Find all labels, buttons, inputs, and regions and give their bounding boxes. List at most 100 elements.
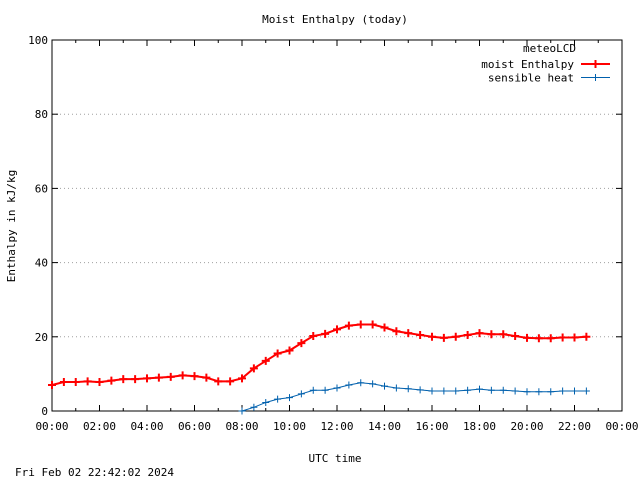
- y-tick-label: 0: [41, 405, 48, 418]
- data-point: [511, 387, 519, 395]
- legend-title: meteoLCD: [523, 42, 576, 55]
- chart-title: Moist Enthalpy (today): [262, 13, 408, 26]
- data-point: [166, 372, 175, 381]
- data-point: [380, 323, 389, 332]
- data-point: [273, 349, 282, 358]
- data-point: [309, 386, 317, 394]
- y-tick-label: 20: [35, 331, 48, 344]
- data-point: [559, 387, 567, 395]
- data-point: [499, 386, 507, 394]
- data-point: [369, 380, 377, 388]
- data-point: [107, 376, 116, 385]
- data-point: [83, 377, 92, 386]
- data-point: [428, 387, 436, 395]
- data-point: [511, 332, 520, 341]
- x-tick-label: 08:00: [225, 420, 258, 433]
- data-point: [178, 371, 187, 380]
- data-point: [59, 378, 68, 387]
- x-tick-label: 16:00: [415, 420, 448, 433]
- data-point: [297, 339, 306, 348]
- data-point: [475, 329, 484, 338]
- data-point: [131, 375, 140, 384]
- y-tick-label: 40: [35, 257, 48, 270]
- y-tick-label: 80: [35, 108, 48, 121]
- x-tick-label: 10:00: [273, 420, 306, 433]
- data-point: [558, 333, 567, 342]
- data-point: [487, 330, 496, 339]
- data-point: [523, 388, 531, 396]
- plot-border: [51, 39, 623, 412]
- x-tick-label: 14:00: [368, 420, 401, 433]
- data-point: [119, 375, 128, 384]
- data-point: [571, 387, 578, 395]
- data-point: [95, 378, 104, 387]
- data-point: [535, 388, 543, 396]
- data-point: [333, 325, 341, 334]
- y-axis-label: Enthalpy in kJ/kg: [5, 170, 18, 283]
- series-line: [241, 382, 587, 412]
- data-point: [440, 387, 448, 395]
- x-tick-label: 00:00: [35, 420, 68, 433]
- data-point: [476, 385, 483, 393]
- data-point: [202, 373, 211, 382]
- data-point: [238, 374, 246, 383]
- data-point: [523, 333, 531, 342]
- data-point: [451, 332, 460, 341]
- data-point: [321, 329, 330, 338]
- data-point: [404, 385, 412, 393]
- data-point: [190, 372, 199, 381]
- data-point: [570, 333, 579, 342]
- data-point: [250, 403, 258, 411]
- data-point: [499, 330, 508, 339]
- data-point: [392, 384, 400, 392]
- data-point: [487, 386, 495, 394]
- y-tick-label: 100: [28, 34, 48, 47]
- data-point: [143, 374, 151, 383]
- data-point: [297, 390, 305, 398]
- x-tick-label: 18:00: [463, 420, 496, 433]
- x-tick-label: 04:00: [130, 420, 163, 433]
- data-point: [428, 332, 436, 341]
- data-point: [547, 388, 555, 396]
- data-point: [309, 332, 318, 341]
- data-point: [582, 387, 590, 395]
- data-point: [321, 386, 329, 394]
- data-point: [226, 377, 235, 386]
- series-line: [51, 323, 587, 387]
- data-point: [582, 332, 591, 341]
- x-tick-label: 02:00: [83, 420, 116, 433]
- data-point: [274, 395, 282, 403]
- x-tick-label: 20:00: [510, 420, 543, 433]
- data-point: [464, 386, 472, 394]
- data-point: [368, 320, 377, 329]
- data-point: [357, 379, 365, 387]
- data-point: [439, 333, 448, 342]
- data-point: [392, 327, 401, 336]
- x-axis-label: UTC time: [309, 452, 362, 465]
- grid-lines: [52, 113, 622, 338]
- legend-label: moist Enthalpy: [481, 58, 574, 71]
- data-point: [546, 334, 555, 343]
- data-point: [238, 407, 246, 415]
- data-point: [381, 382, 388, 390]
- timestamp: Fri Feb 02 22:42:02 2024: [15, 466, 174, 479]
- x-tick-label: 00:00: [605, 420, 638, 433]
- data-point: [48, 381, 56, 390]
- data-point: [416, 330, 425, 339]
- data-point: [463, 330, 472, 339]
- series-layer: [48, 320, 591, 415]
- axes: 0 20 40 60 80 100 00:00 02:00 04:00 06:00 08:00 10:…: [28, 34, 638, 433]
- data-point: [285, 346, 294, 355]
- data-point: [286, 394, 293, 402]
- data-point: [154, 373, 163, 382]
- data-point: [416, 386, 424, 394]
- data-point: [344, 321, 353, 330]
- data-point: [534, 334, 543, 343]
- x-tick-label: 12:00: [320, 420, 353, 433]
- data-point: [249, 364, 258, 373]
- data-point: [404, 329, 413, 338]
- data-point: [71, 378, 80, 387]
- legend-label: sensible heat: [488, 72, 574, 85]
